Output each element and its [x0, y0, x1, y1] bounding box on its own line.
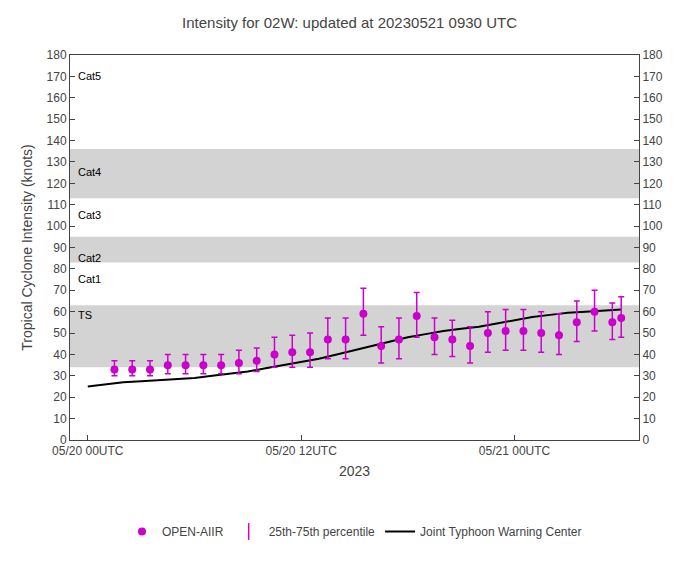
svg-text:180: 180	[47, 48, 67, 62]
svg-text:160: 160	[642, 91, 662, 105]
svg-text:05/21 00UTC: 05/21 00UTC	[479, 444, 551, 458]
svg-text:05/20 00UTC: 05/20 00UTC	[52, 444, 124, 458]
svg-text:140: 140	[47, 134, 67, 148]
svg-text:170: 170	[47, 70, 67, 84]
svg-text:0: 0	[60, 433, 67, 447]
svg-text:05/20 12UTC: 05/20 12UTC	[265, 444, 337, 458]
svg-text:OPEN-AIIR: OPEN-AIIR	[162, 525, 224, 539]
svg-text:80: 80	[53, 262, 67, 276]
svg-text:2023: 2023	[339, 463, 370, 479]
svg-text:20: 20	[53, 390, 67, 404]
svg-text:50: 50	[53, 326, 67, 340]
svg-text:100: 100	[47, 219, 67, 233]
svg-text:Joint Typhoon Warning Center: Joint Typhoon Warning Center	[420, 525, 581, 539]
svg-text:60: 60	[642, 305, 656, 319]
svg-text:Cat1: Cat1	[78, 273, 101, 285]
svg-text:Cat3: Cat3	[78, 209, 101, 221]
svg-text:110: 110	[642, 198, 661, 212]
svg-text:Cat2: Cat2	[78, 252, 101, 264]
svg-text:TS: TS	[78, 309, 92, 321]
svg-text:150: 150	[642, 112, 662, 126]
svg-text:140: 140	[642, 134, 662, 148]
svg-text:180: 180	[642, 48, 662, 62]
svg-text:10: 10	[642, 412, 656, 426]
svg-text:30: 30	[642, 369, 656, 383]
svg-text:160: 160	[47, 91, 67, 105]
svg-text:Tropical Cyclone Intensity (kn: Tropical Cyclone Intensity (knots)	[19, 144, 35, 350]
svg-text:60: 60	[53, 305, 67, 319]
svg-text:90: 90	[53, 241, 67, 255]
svg-text:20: 20	[642, 390, 656, 404]
svg-text:50: 50	[642, 326, 656, 340]
svg-text:Intensity for 02W: updated at: Intensity for 02W: updated at 20230521 0…	[182, 14, 517, 31]
svg-text:80: 80	[642, 262, 656, 276]
svg-text:70: 70	[53, 283, 67, 297]
svg-text:110: 110	[47, 198, 66, 212]
svg-text:170: 170	[642, 70, 662, 84]
svg-text:90: 90	[642, 241, 656, 255]
svg-text:40: 40	[53, 348, 67, 362]
svg-text:120: 120	[642, 177, 662, 191]
svg-text:100: 100	[642, 219, 662, 233]
svg-text:Cat4: Cat4	[78, 166, 101, 178]
svg-text:40: 40	[642, 348, 656, 362]
svg-text:30: 30	[53, 369, 67, 383]
svg-text:150: 150	[47, 112, 67, 126]
svg-text:Cat5: Cat5	[78, 70, 101, 82]
svg-text:70: 70	[642, 283, 656, 297]
svg-text:130: 130	[642, 155, 662, 169]
svg-text:130: 130	[47, 155, 67, 169]
svg-text:10: 10	[53, 412, 67, 426]
svg-text:25th-75th percentile: 25th-75th percentile	[269, 525, 375, 539]
svg-text:0: 0	[642, 433, 649, 447]
svg-text:120: 120	[47, 177, 67, 191]
